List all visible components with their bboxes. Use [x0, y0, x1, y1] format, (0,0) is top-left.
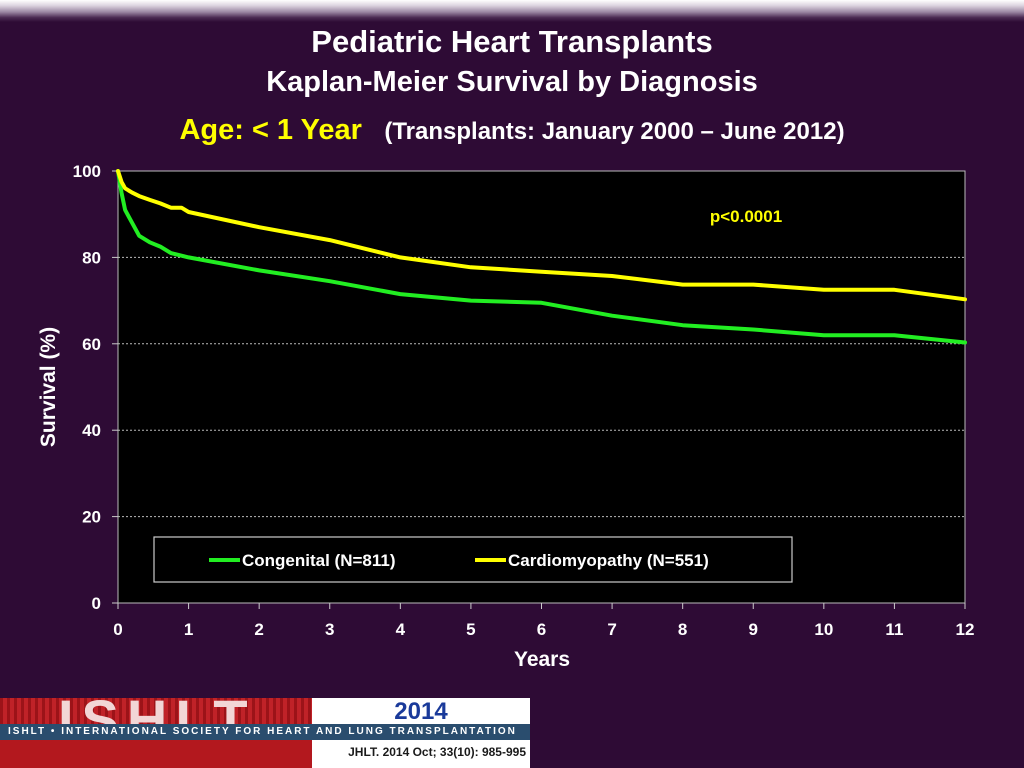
x-tick-label: 3	[325, 620, 334, 639]
x-tick-label: 10	[814, 620, 833, 639]
x-tick-label: 11	[885, 620, 903, 639]
x-tick-label: 8	[678, 620, 687, 639]
y-tick-label: 60	[82, 335, 101, 354]
y-axis: 0 20 40 60 80 100	[73, 162, 118, 613]
transplant-range: (Transplants: January 2000 – June 2012)	[384, 118, 845, 145]
x-axis-label: Years	[514, 648, 570, 671]
y-axis-label: Survival (%)	[37, 327, 60, 447]
x-tick-label: 12	[956, 620, 975, 639]
x-tick-label: 7	[607, 620, 616, 639]
series-lines	[116, 169, 967, 345]
report-year: 2014	[394, 698, 448, 725]
grid-lines	[118, 256, 965, 518]
series-line-cardiomyopathy	[116, 169, 967, 302]
y-tick-label: 20	[82, 508, 101, 527]
footer-banner: ISHLT ISHLT • INTERNATIONAL SOCIETY FOR …	[0, 698, 530, 768]
x-tick-label: 6	[537, 620, 546, 639]
y-tick-label: 0	[92, 594, 101, 613]
age-label: Age: < 1 Year	[179, 114, 362, 146]
top-gradient-band	[0, 0, 1024, 22]
slide-title: Pediatric Heart Transplants	[311, 24, 713, 59]
y-tick-label: 100	[73, 162, 101, 181]
logo-stripes	[0, 698, 312, 724]
x-tick-label: 5	[466, 620, 475, 639]
x-tick-label: 2	[254, 620, 263, 639]
legend-label-congenital: Congenital (N=811)	[242, 551, 396, 570]
x-axis: 0 1 2 3 4 5 6 7 8 9 10 11 12	[113, 603, 974, 639]
series-line-congenital	[116, 169, 967, 345]
x-tick-label: 1	[184, 620, 193, 639]
organization-name: ISHLT • INTERNATIONAL SOCIETY FOR HEART …	[0, 724, 530, 740]
p-value-annotation: p<0.0001	[710, 207, 782, 226]
plot-area	[117, 170, 966, 604]
x-tick-label: 0	[113, 620, 122, 639]
x-tick-label: 4	[396, 620, 406, 639]
legend-label-cardiomyopathy: Cardiomyopathy (N=551)	[508, 551, 709, 570]
logo-text: ISHLT	[58, 698, 256, 748]
y-tick-label: 80	[82, 248, 101, 267]
slide-subtitle: Kaplan-Meier Survival by Diagnosis	[266, 66, 758, 98]
legend-box	[153, 536, 793, 583]
legend: Congenital (N=811) Cardiomyopathy (N=551…	[153, 536, 793, 583]
journal-citation: JHLT. 2014 Oct; 33(10): 985-995	[348, 745, 526, 759]
x-tick-label: 9	[749, 620, 758, 639]
y-tick-label: 40	[82, 421, 101, 440]
slide-subheading: Age: < 1 Year (Transplants: January 2000…	[0, 114, 1024, 147]
